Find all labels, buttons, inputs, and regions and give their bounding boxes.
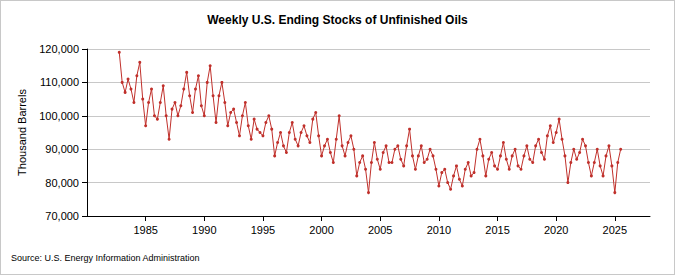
svg-text:70,000: 70,000	[45, 210, 79, 222]
svg-text:1985: 1985	[133, 224, 157, 236]
svg-text:1995: 1995	[251, 224, 275, 236]
svg-text:Weekly U.S. Ending Stocks of U: Weekly U.S. Ending Stocks of Unfinished …	[207, 13, 468, 27]
svg-text:120,000: 120,000	[39, 43, 79, 55]
svg-text:90,000: 90,000	[45, 143, 79, 155]
svg-text:2015: 2015	[485, 224, 509, 236]
svg-text:2020: 2020	[544, 224, 568, 236]
svg-text:1990: 1990	[192, 224, 216, 236]
svg-text:100,000: 100,000	[39, 110, 79, 122]
svg-text:80,000: 80,000	[45, 177, 79, 189]
svg-text:110,000: 110,000	[40, 76, 79, 88]
svg-text:2010: 2010	[427, 224, 451, 236]
svg-text:2005: 2005	[368, 224, 392, 236]
svg-text:Source: U.S. Energy Informatio: Source: U.S. Energy Information Administ…	[11, 253, 200, 263]
svg-text:Thousand Barrels: Thousand Barrels	[16, 89, 28, 176]
svg-text:2025: 2025	[603, 224, 627, 236]
svg-text:2000: 2000	[309, 224, 333, 236]
